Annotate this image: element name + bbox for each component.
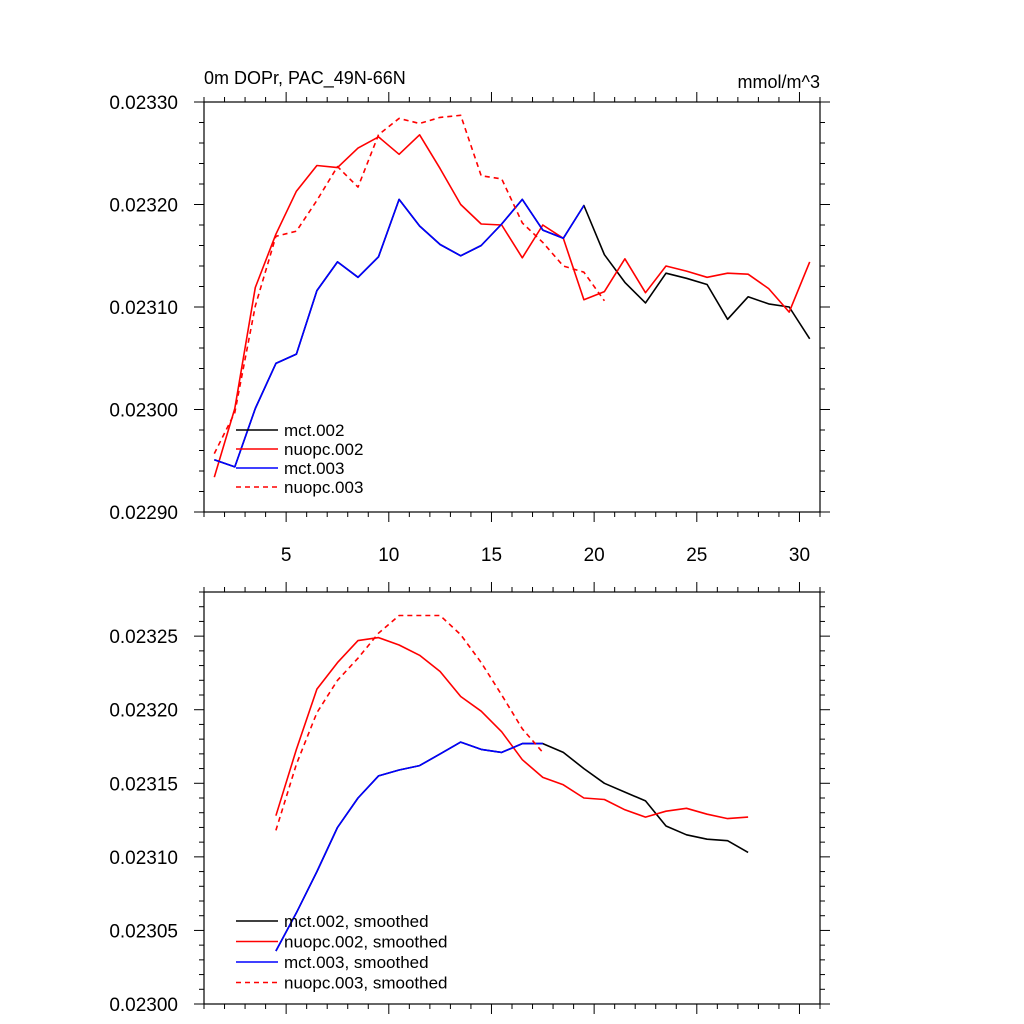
y-tick-label: 0.02330: [109, 93, 178, 114]
series-line: [214, 198, 585, 468]
legend-label: mct.002: [284, 421, 344, 440]
y-tick-label: 0.02300: [109, 401, 178, 422]
top-panel-frame: [203, 101, 821, 513]
y-tick-label: 0.02320: [109, 196, 178, 217]
top-panel: 0m DOPr, PAC_49N-66N mmol/m^3 0.02290 0.0…: [109, 68, 830, 566]
top-panel-units: mmol/m^3: [738, 72, 820, 92]
series-line: [213, 114, 606, 454]
legend-label: nuopc.003, smoothed: [284, 974, 448, 993]
series-line: [213, 134, 811, 478]
y-tick-label: 0.02290: [109, 503, 178, 524]
series-line: [275, 741, 543, 952]
y-tick-label: 0.02310: [109, 848, 178, 869]
series-line: [275, 636, 749, 820]
x-tick-label: 20: [584, 545, 605, 566]
bottom-panel-frame: [203, 591, 821, 1005]
series-line: [275, 614, 544, 831]
legend-label: nuopc.003: [284, 478, 363, 497]
x-tick-label: 30: [789, 545, 810, 566]
legend-label: mct.002, smoothed: [284, 912, 429, 931]
x-tick-label: 5: [281, 545, 292, 566]
bottom-panel: 0.02300 0.02305 0.02310 0.02315 0.02320 0.023…: [109, 582, 830, 1016]
legend-label: mct.003, smoothed: [284, 953, 429, 972]
y-tick-label: 0.02315: [109, 774, 178, 795]
x-tick-label: 25: [686, 545, 707, 566]
y-tick-label: 0.02300: [109, 995, 178, 1016]
legend-label: nuopc.002, smoothed: [284, 933, 448, 952]
x-tick-label: 15: [481, 545, 502, 566]
y-tick-label: 0.02320: [109, 701, 178, 722]
y-tick-label: 0.02325: [109, 627, 178, 648]
x-tick-label: 10: [378, 545, 399, 566]
y-tick-label: 0.02310: [109, 298, 178, 319]
top-panel-title: 0m DOPr, PAC_49N-66N: [204, 68, 406, 89]
legend-label: nuopc.002: [284, 440, 363, 459]
legend-label: mct.003: [284, 459, 344, 478]
y-tick-label: 0.02305: [109, 921, 178, 942]
